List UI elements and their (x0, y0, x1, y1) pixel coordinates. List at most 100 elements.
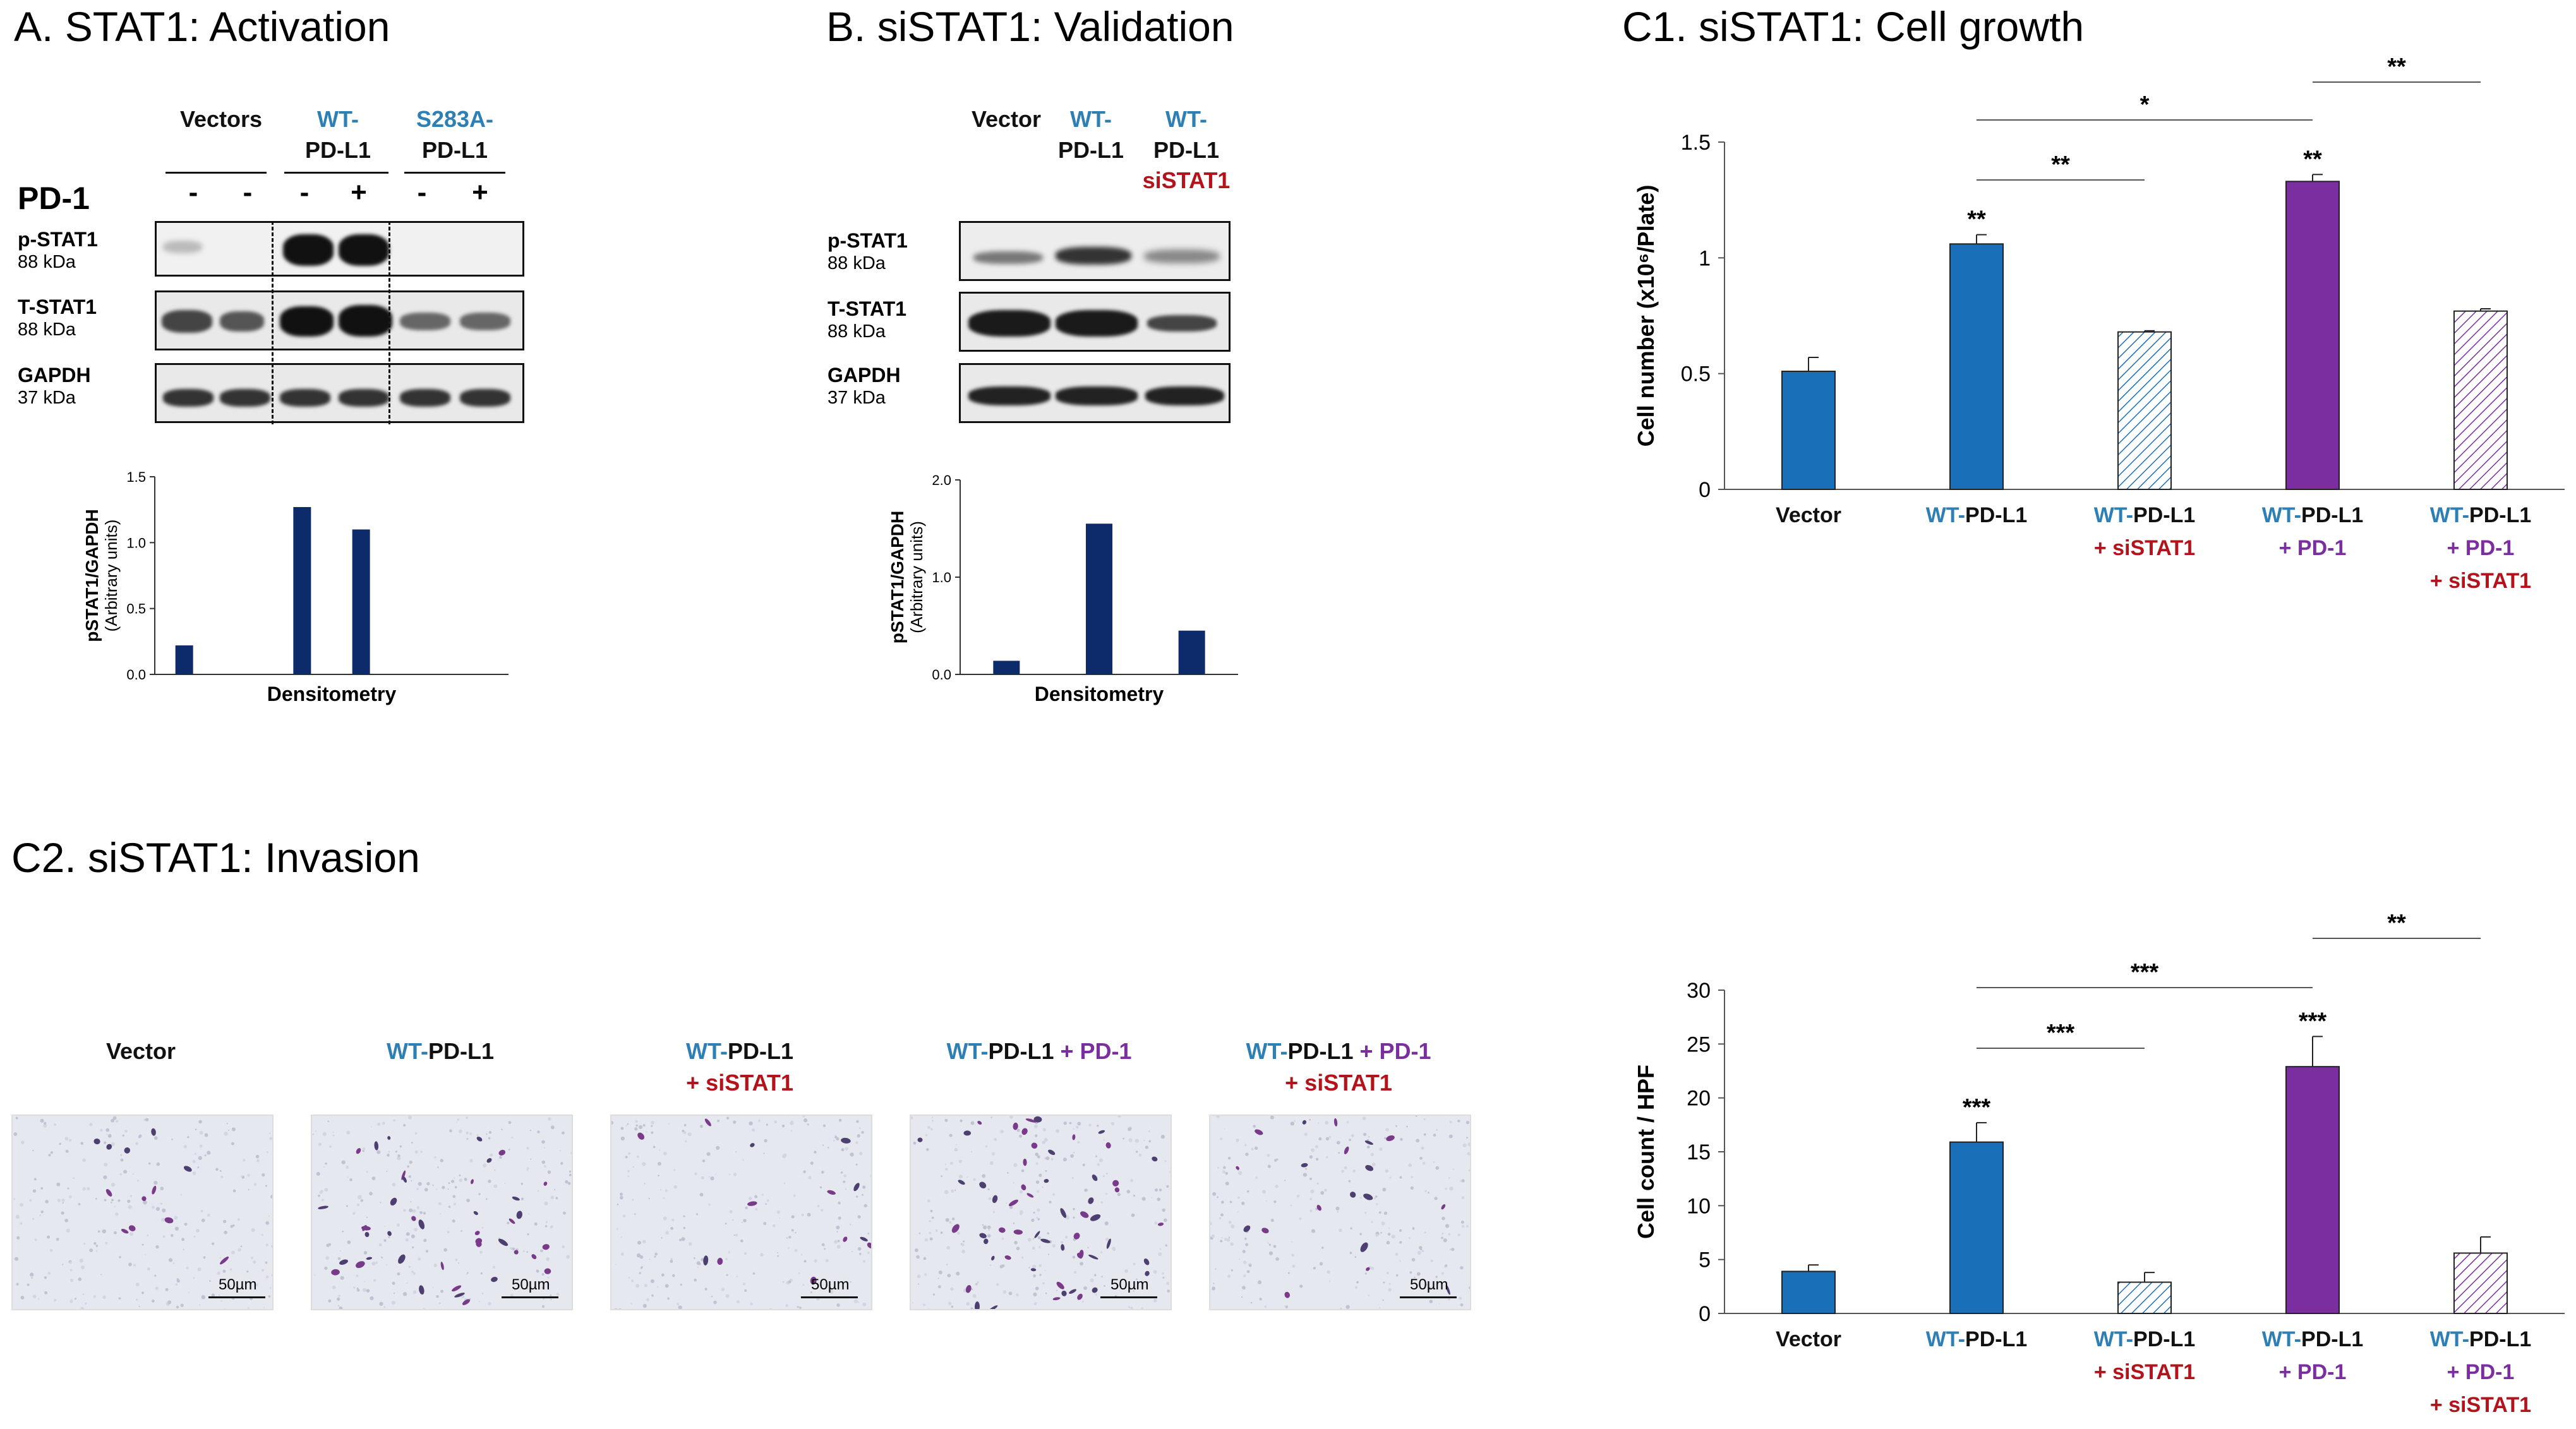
band (163, 389, 214, 407)
membrane-pore (849, 1223, 852, 1226)
membrane-pore (670, 1257, 673, 1260)
membrane-pore (1049, 1200, 1052, 1204)
membrane-pore (397, 1154, 400, 1157)
invasion-micrograph: 50µm (1209, 1115, 1471, 1310)
invaded-cell (1052, 1297, 1061, 1301)
membrane-pore (69, 1139, 72, 1142)
invaded-cell (1261, 1228, 1269, 1234)
membrane-pore (650, 1279, 655, 1283)
membrane-pore (176, 1279, 180, 1283)
lane-header-wt: WT- (1070, 106, 1112, 132)
membrane-pore (218, 1294, 220, 1296)
membrane-pore (1164, 1160, 1167, 1163)
membrane-pore (73, 1177, 75, 1180)
membrane-pore (681, 1237, 685, 1241)
invaded-cell (750, 1143, 755, 1147)
membrane-pore (116, 1120, 119, 1123)
membrane-pore (224, 1132, 228, 1136)
membrane-pore (1009, 1116, 1013, 1119)
membrane-pore (651, 1131, 654, 1134)
scale-bar (801, 1296, 858, 1298)
membrane-pore (332, 1131, 334, 1133)
invaded-cell (1021, 1184, 1026, 1190)
membrane-pore (782, 1281, 785, 1283)
membrane-pore (1467, 1152, 1470, 1156)
membrane-pore (1073, 1151, 1075, 1154)
invaded-cell (1350, 1192, 1356, 1198)
membrane-pore (1375, 1233, 1379, 1237)
membrane-pore (454, 1186, 457, 1188)
membrane-pore (955, 1144, 957, 1145)
membrane-pore (414, 1228, 418, 1232)
membrane-pore (1448, 1298, 1451, 1301)
membrane-pore (970, 1121, 975, 1125)
membrane-pore (1337, 1211, 1339, 1213)
scale-bar-label: 50µm (219, 1276, 257, 1293)
membrane-pore (526, 1169, 529, 1171)
membrane-pore (932, 1293, 936, 1296)
membrane-pore (100, 1273, 102, 1276)
membrane-pore (363, 1251, 368, 1255)
membrane-pore (1466, 1225, 1469, 1228)
membrane-pore (1019, 1190, 1023, 1194)
membrane-pore (1462, 1143, 1467, 1147)
membrane-pore (728, 1173, 731, 1176)
membrane-pore (764, 1139, 767, 1143)
membrane-pore (392, 1281, 395, 1285)
membrane-pore (1309, 1155, 1313, 1159)
membrane-pore (270, 1195, 272, 1199)
scale-bar (1400, 1296, 1457, 1298)
membrane-pore (1019, 1134, 1022, 1138)
invaded-cell (401, 1170, 406, 1180)
membrane-pore (1395, 1252, 1399, 1256)
invaded-cell (1077, 1293, 1083, 1300)
x-category-label: WT-PD-L1 (2094, 1327, 2196, 1351)
membrane-pore (255, 1283, 258, 1286)
blot-a-gapdh (155, 363, 524, 423)
membrane-pore (642, 1124, 646, 1127)
membrane-pore (541, 1140, 545, 1144)
membrane-pore (665, 1284, 669, 1288)
membrane-pore (464, 1178, 467, 1181)
membrane-pore (325, 1256, 330, 1260)
membrane-pore (736, 1276, 738, 1277)
membrane-pore (1466, 1120, 1470, 1125)
membrane-pore (1416, 1272, 1421, 1276)
membrane-pore (1000, 1130, 1004, 1133)
membrane-pore (1162, 1276, 1165, 1279)
membrane-pore (1036, 1216, 1038, 1219)
membrane-pore (1143, 1140, 1145, 1142)
invaded-cell (1069, 1289, 1076, 1294)
membrane-pore (153, 1136, 158, 1140)
membrane-pore (84, 1302, 87, 1305)
membrane-pore (1434, 1197, 1438, 1200)
x-category-label-part: + siSTAT1 (2094, 536, 2195, 560)
membrane-pore (646, 1131, 647, 1133)
membrane-pore (982, 1174, 986, 1178)
membrane-pore (665, 1189, 668, 1192)
membrane-pore (466, 1116, 469, 1120)
invaded-cell (542, 1244, 550, 1250)
membrane-pore (147, 1267, 150, 1271)
membrane-pore (665, 1231, 670, 1235)
bar (1781, 371, 1836, 490)
membrane-pore (1033, 1292, 1037, 1296)
membrane-pore (685, 1140, 687, 1142)
membrane-pore (1273, 1200, 1277, 1204)
membrane-pore (783, 1153, 787, 1157)
membrane-pore (328, 1299, 332, 1303)
invaded-cell (747, 1201, 757, 1206)
membrane-pore (199, 1144, 203, 1148)
membrane-pore (1382, 1299, 1384, 1301)
membrane-pore (694, 1172, 697, 1176)
membrane-pore (356, 1288, 360, 1292)
invaded-cell (1090, 1214, 1101, 1221)
band (339, 305, 392, 337)
membrane-pore (1211, 1234, 1215, 1238)
membrane-pore (951, 1217, 955, 1221)
invaded-cell (474, 1231, 480, 1236)
bar (993, 661, 1020, 674)
membrane-pore (788, 1280, 791, 1284)
membrane-pore (911, 1116, 913, 1120)
membrane-pore (1052, 1244, 1056, 1248)
